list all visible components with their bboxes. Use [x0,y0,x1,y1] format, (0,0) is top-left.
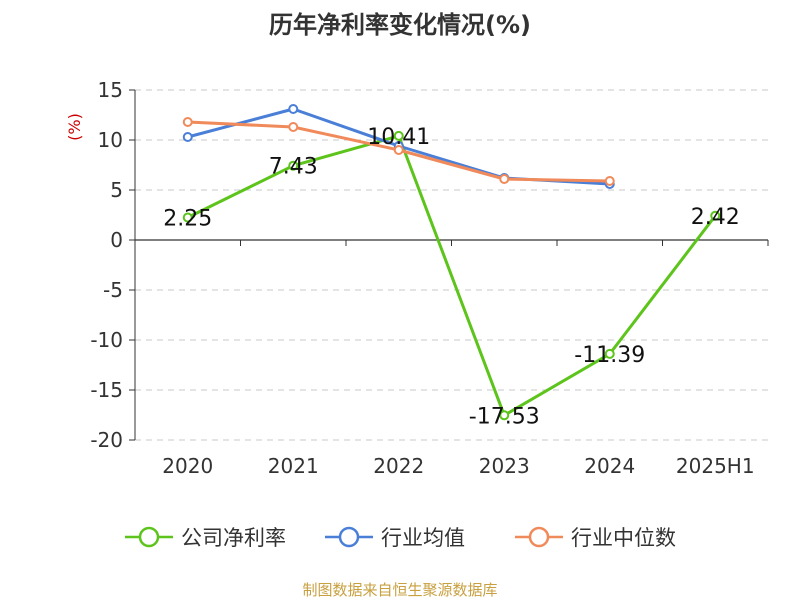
legend-label: 行业中位数 [571,526,676,550]
series-point-2 [182,117,193,127]
legend-swatch-marker [528,526,550,548]
series-point-2 [288,122,299,132]
y-axis-unit: (%) [65,113,84,141]
data-label: 10.41 [367,125,430,150]
data-label: -17.53 [469,404,540,429]
legend-item-0: 公司净利率 [125,526,286,550]
x-tick-label: 2025H1 [676,454,755,478]
x-tick-label: 2022 [373,454,424,478]
data-label: -11.39 [574,343,645,368]
data-label: 2.25 [163,207,212,232]
data-labels: 2.25 7.43 10.41 -17.53 -11.39 2.42 [163,125,739,429]
data-label: 2.42 [691,205,740,230]
series-point-0 [604,348,615,359]
series-point-2 [604,176,615,186]
axes: 15 10 5 0 -5 -10 -15 -20 2020 2021 2022 2023 2024 202… [90,78,769,478]
legend-label: 公司净利率 [181,526,286,550]
legend: 公司净利率 行业均值 行业中位数 [125,526,676,550]
series-lines [182,104,721,421]
series-point-0 [182,212,193,223]
x-tick-label: 2020 [162,454,213,478]
series-line-0 [187,134,717,417]
legend-swatch-marker [138,526,160,548]
legend-item-1: 行业均值 [325,526,465,550]
series-point-1 [182,132,193,142]
x-tick-label: 2024 [584,454,635,478]
legend-item-2: 行业中位数 [515,526,676,550]
legend-swatch-marker [338,526,360,548]
y-tick-label: 5 [110,178,123,202]
chart-title: 历年净利率变化情况(%) [269,11,531,39]
series-point-0 [499,410,510,421]
y-tick-label: -20 [90,428,123,452]
y-tick-label: 0 [110,228,123,252]
y-tick-label: 10 [98,128,123,152]
legend-label: 行业均值 [381,526,465,550]
series-point-1 [288,104,299,114]
series-point-2 [393,145,404,155]
data-label: 7.43 [269,155,318,180]
series-point-2 [499,174,510,184]
series-point-0 [288,160,299,171]
y-tick-label: -15 [90,378,123,402]
y-tick-label: -10 [90,328,123,352]
y-tick-label: -5 [103,278,123,302]
source-note: 制图数据来自恒生聚源数据库 [302,581,497,599]
series-point-0 [393,130,404,141]
grid-lines [135,89,768,441]
series-point-0 [710,210,721,221]
x-tick-label: 2023 [479,454,530,478]
y-tick-label: 15 [98,78,123,102]
x-tick-label: 2021 [268,454,319,478]
